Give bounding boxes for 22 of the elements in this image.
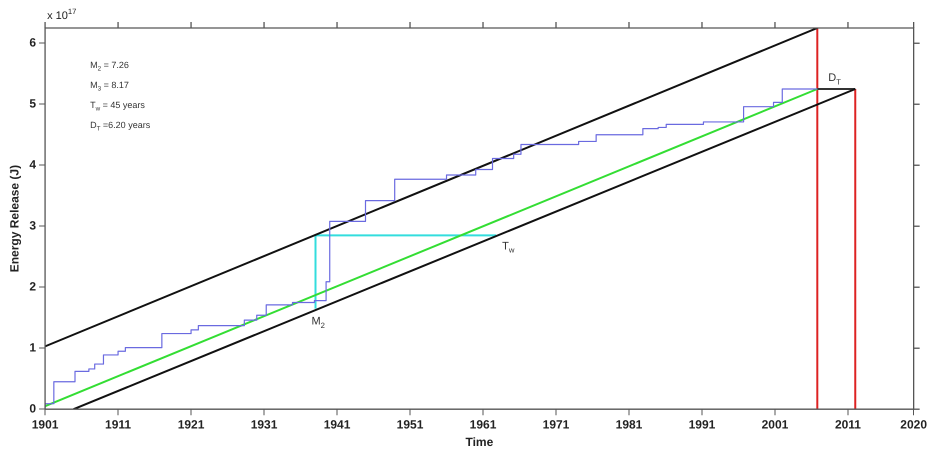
x-tick-label: 1901 <box>32 418 59 432</box>
x-axis-title: Time <box>465 435 494 450</box>
y-tick-label: 1 <box>29 340 36 355</box>
x-tick-label: 1961 <box>470 418 497 432</box>
x-tick-label: 1991 <box>688 418 716 432</box>
x-tick-label: 1921 <box>178 418 205 432</box>
x-tick-label: 2020 <box>900 418 928 432</box>
y-tick-label: 6 <box>29 36 36 50</box>
x-tick-label: 1931 <box>250 418 278 432</box>
x-tick-label: 1951 <box>396 418 424 432</box>
x-tick-label: 2011 <box>834 418 862 432</box>
y-tick-label: 4 <box>29 158 36 172</box>
x-tick-label: 2001 <box>762 418 789 432</box>
y-tick-label: 3 <box>29 218 36 233</box>
x-tick-label: 1981 <box>616 418 643 432</box>
y-tick-label: 5 <box>29 96 36 111</box>
x-tick-label: 1911 <box>105 418 132 432</box>
y-axis-title: Energy Release (J) <box>8 164 22 272</box>
y-tick-label: 2 <box>29 280 36 294</box>
y-tick-label: 0 <box>29 402 36 416</box>
x-tick-label: 1971 <box>542 418 570 432</box>
x-tick-label: 1941 <box>324 418 351 432</box>
